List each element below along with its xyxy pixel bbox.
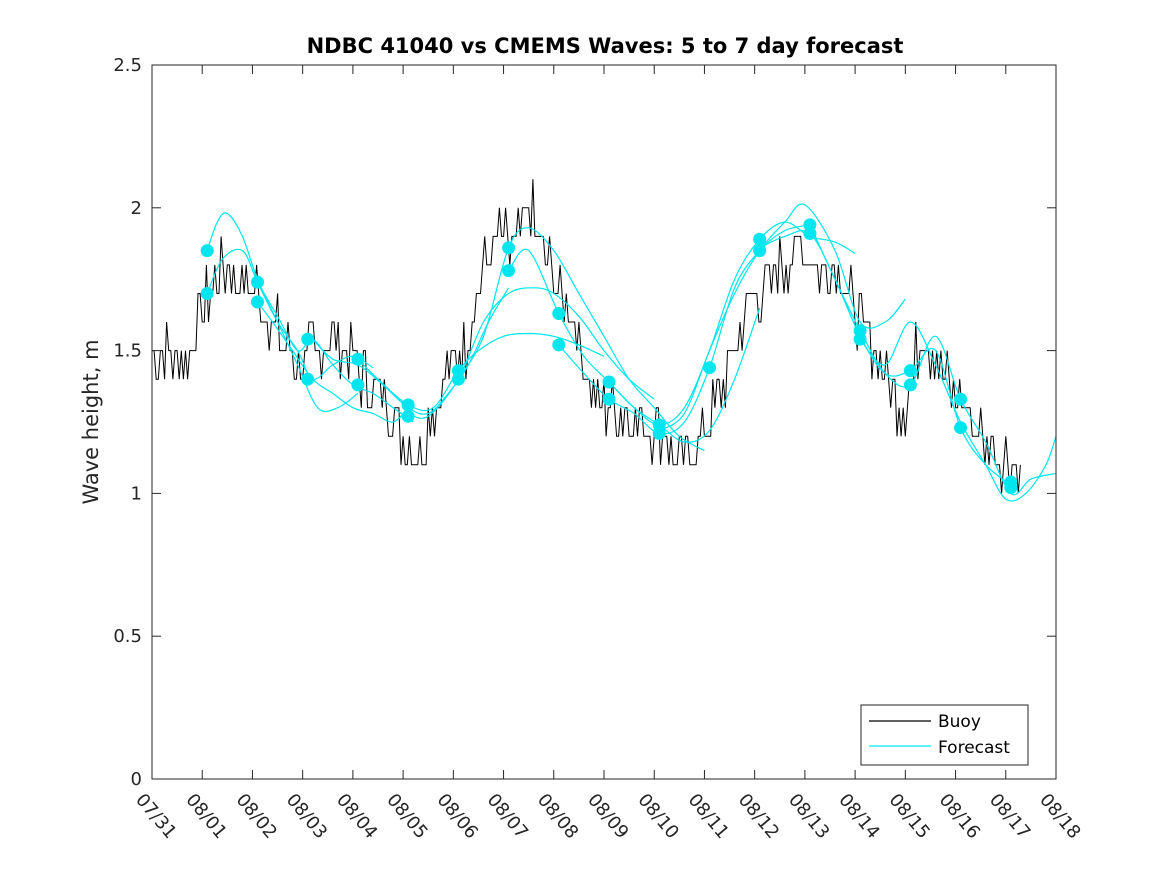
x-tick-label: 08/11 <box>684 790 733 843</box>
forecast-run-line-5 <box>312 287 510 415</box>
forecast-point <box>803 227 817 240</box>
x-tick-label: 08/01 <box>181 790 230 843</box>
forecast-point <box>251 295 264 309</box>
legend: Buoy Forecast <box>860 704 1029 766</box>
y-axis-label: Wave height, m <box>79 339 103 504</box>
forecast-point <box>753 244 767 258</box>
forecast-point <box>1004 481 1018 495</box>
legend-buoy-label: Buoy <box>938 712 981 732</box>
x-tick-label: 08/13 <box>784 790 833 843</box>
forecast-point <box>602 375 616 389</box>
forecast-point <box>401 409 415 423</box>
forecast-run-line-2 <box>206 248 374 380</box>
forecast-point <box>703 361 716 375</box>
x-tick-label: 08/08 <box>533 790 582 843</box>
x-tick-label: 08/15 <box>885 790 934 843</box>
forecast-point <box>853 332 867 346</box>
y-tick-label: 1 <box>131 483 142 504</box>
forecast-run-line-4 <box>257 301 409 423</box>
x-tick-label: 08/09 <box>583 790 632 843</box>
forecast-run-line-7 <box>407 287 655 419</box>
x-tick-label: 08/06 <box>433 790 482 843</box>
y-tick-label: 0.5 <box>113 626 142 647</box>
forecast-run-line-14 <box>809 224 1057 496</box>
forecast-point <box>502 264 516 278</box>
x-tick-label: 08/03 <box>282 790 331 843</box>
x-tick-label: 08/04 <box>332 790 381 843</box>
forecast-point <box>753 232 767 246</box>
x-tick-label: 08/10 <box>633 790 682 843</box>
axes-frame <box>151 64 1057 780</box>
x-tick-label: 08/18 <box>1035 790 1084 843</box>
buoy-series-line <box>152 179 1021 494</box>
y-tick-label: 1.5 <box>113 341 142 362</box>
legend-forecast-label: Forecast <box>938 738 1010 758</box>
x-tick-label: 08/02 <box>232 790 281 843</box>
x-tick-label: 08/16 <box>935 790 984 843</box>
forecast-point <box>451 372 465 386</box>
forecast-point <box>351 378 365 392</box>
forecast-point <box>401 398 415 412</box>
x-tick-label: 08/07 <box>483 790 532 843</box>
y-tick-label: 2 <box>131 198 142 219</box>
forecast-run-line-11 <box>608 221 856 426</box>
forecast-run-line-1 <box>206 212 359 413</box>
forecast-point <box>602 392 616 406</box>
forecast-point <box>251 275 264 289</box>
y-tick-label: 0 <box>131 769 142 790</box>
forecast-point <box>301 332 315 346</box>
forecast-run-line-15 <box>859 321 1057 502</box>
forecast-point <box>301 372 315 386</box>
forecast-point <box>351 352 365 366</box>
y-tick-label: 2.5 <box>113 55 142 76</box>
x-tick-label: 08/14 <box>834 790 883 843</box>
forecast-run-line-3 <box>256 281 414 423</box>
forecast-run-line-6 <box>357 332 605 412</box>
forecast-point <box>552 307 566 320</box>
forecast-run-line-12 <box>658 203 906 432</box>
plot-area <box>152 179 1057 502</box>
forecast-point <box>903 378 917 392</box>
x-tick-label: 07/31 <box>131 790 180 843</box>
forecast-point <box>903 364 917 378</box>
chart-title: NDBC 41040 vs CMEMS Waves: 5 to 7 day fo… <box>307 34 904 58</box>
forecast-point <box>502 241 516 255</box>
legend-box <box>860 704 1029 766</box>
forecast-point <box>954 392 968 406</box>
x-tick-label: 08/17 <box>985 790 1034 843</box>
forecast-point <box>652 426 666 440</box>
forecast-point <box>200 244 214 258</box>
forecast-run-line-8 <box>457 227 705 452</box>
forecast-point <box>200 287 214 300</box>
forecast-point <box>954 421 968 435</box>
x-tick-label: 08/05 <box>382 790 431 843</box>
x-tick-label: 08/12 <box>734 790 783 843</box>
forecast-point <box>552 338 566 352</box>
forecast-run-line-13 <box>759 230 1012 486</box>
